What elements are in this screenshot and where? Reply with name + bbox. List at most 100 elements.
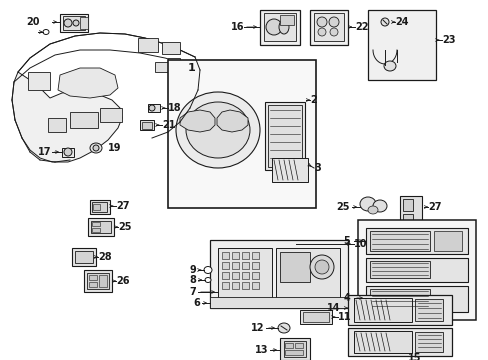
Text: 16: 16 xyxy=(230,22,244,32)
Bar xyxy=(433,231,461,251)
Bar xyxy=(168,60,315,208)
Ellipse shape xyxy=(176,92,260,168)
Bar xyxy=(80,17,88,29)
Polygon shape xyxy=(180,110,215,132)
Bar xyxy=(280,338,309,360)
Bar xyxy=(231,272,239,279)
Bar xyxy=(264,13,295,41)
Text: 8: 8 xyxy=(189,275,196,285)
Bar xyxy=(313,13,343,41)
Bar xyxy=(222,252,228,259)
Bar xyxy=(84,270,112,292)
Bar xyxy=(251,282,259,289)
Text: 27: 27 xyxy=(427,202,441,212)
Bar xyxy=(399,196,421,224)
Ellipse shape xyxy=(279,20,288,34)
Ellipse shape xyxy=(372,200,386,212)
Bar xyxy=(267,105,302,167)
Ellipse shape xyxy=(367,206,377,214)
Bar xyxy=(155,62,169,72)
Ellipse shape xyxy=(380,18,388,26)
Text: 17: 17 xyxy=(38,147,51,157)
Bar xyxy=(242,282,248,289)
Bar xyxy=(222,272,228,279)
Ellipse shape xyxy=(203,266,212,274)
Ellipse shape xyxy=(93,145,99,151)
Bar xyxy=(251,252,259,259)
Text: 1: 1 xyxy=(187,63,195,73)
Bar xyxy=(260,10,299,45)
Text: 10: 10 xyxy=(353,239,367,249)
Bar xyxy=(100,108,122,122)
Bar xyxy=(369,289,429,309)
Text: 26: 26 xyxy=(116,276,129,286)
Bar xyxy=(369,261,429,278)
Bar xyxy=(357,220,475,320)
Text: 3: 3 xyxy=(313,163,320,173)
Bar xyxy=(414,299,442,321)
Bar xyxy=(271,158,307,182)
Text: 19: 19 xyxy=(108,143,121,153)
Bar xyxy=(365,228,467,254)
Bar xyxy=(89,282,97,287)
Ellipse shape xyxy=(204,278,210,283)
Bar xyxy=(251,262,259,269)
Bar xyxy=(162,42,180,54)
Text: 11: 11 xyxy=(337,312,351,322)
Text: 6: 6 xyxy=(193,298,200,308)
Text: 9: 9 xyxy=(189,265,196,275)
Bar xyxy=(284,341,305,357)
Text: 23: 23 xyxy=(441,35,454,45)
Bar xyxy=(209,297,347,308)
Bar xyxy=(299,310,331,324)
Bar xyxy=(138,38,158,52)
Text: 12: 12 xyxy=(250,323,264,333)
Bar xyxy=(365,286,467,312)
Bar xyxy=(148,104,160,112)
Ellipse shape xyxy=(316,17,326,27)
Bar xyxy=(92,202,107,212)
Bar xyxy=(168,58,180,66)
Bar xyxy=(402,199,412,211)
Bar xyxy=(231,252,239,259)
Ellipse shape xyxy=(317,28,325,36)
Ellipse shape xyxy=(328,17,338,27)
Bar xyxy=(285,350,303,355)
Bar xyxy=(89,275,97,280)
Text: 7: 7 xyxy=(189,287,196,297)
Bar xyxy=(90,200,110,214)
Bar xyxy=(367,10,435,80)
Ellipse shape xyxy=(383,61,395,71)
Bar xyxy=(75,251,93,263)
Text: 5: 5 xyxy=(343,236,349,246)
Ellipse shape xyxy=(314,260,328,274)
Bar xyxy=(142,122,152,129)
Bar xyxy=(242,262,248,269)
Bar xyxy=(414,332,442,352)
Bar xyxy=(209,240,347,308)
Text: 25: 25 xyxy=(336,202,349,212)
Ellipse shape xyxy=(359,197,375,211)
Text: 20: 20 xyxy=(26,17,40,27)
Text: 13: 13 xyxy=(254,345,267,355)
Ellipse shape xyxy=(278,323,289,333)
Bar xyxy=(285,343,292,348)
Bar xyxy=(88,218,114,236)
Text: 18: 18 xyxy=(168,103,181,113)
Ellipse shape xyxy=(90,143,102,153)
Bar xyxy=(63,16,85,30)
Bar xyxy=(91,221,111,233)
Bar xyxy=(303,312,328,322)
Bar xyxy=(70,112,98,128)
Bar xyxy=(87,273,109,289)
Bar xyxy=(60,14,88,32)
Ellipse shape xyxy=(43,30,49,35)
Bar xyxy=(242,272,248,279)
Text: 25: 25 xyxy=(118,222,131,232)
Ellipse shape xyxy=(265,19,282,35)
Text: 22: 22 xyxy=(354,22,368,32)
Bar xyxy=(242,252,248,259)
Ellipse shape xyxy=(185,102,249,158)
Text: 2: 2 xyxy=(309,95,316,105)
Ellipse shape xyxy=(309,255,333,279)
